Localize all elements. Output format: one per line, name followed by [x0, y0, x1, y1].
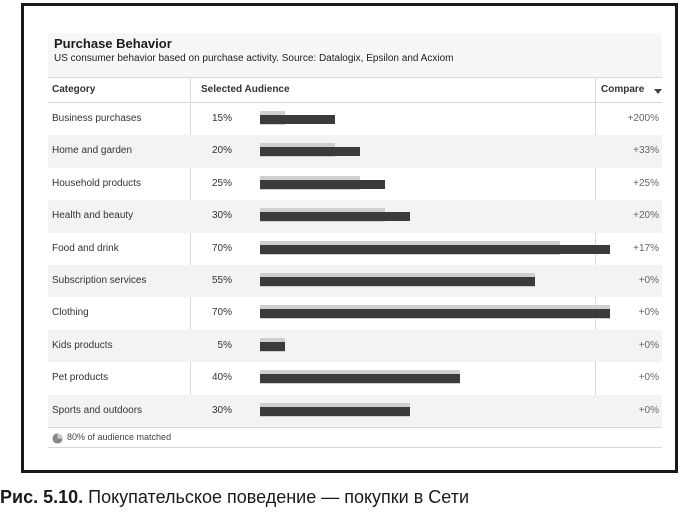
selected-audience-percent: 20% [211, 145, 232, 157]
compare-value: +33% [633, 145, 659, 157]
column-divider [190, 77, 191, 427]
table-row[interactable]: Business purchases 15% +200% [48, 103, 662, 135]
compare-value: +0% [638, 307, 659, 319]
selected-audience-percent: 70% [211, 242, 232, 254]
table-row[interactable]: Kids products 5% +0% [48, 329, 662, 363]
figure-caption: Рис. 5.10. Покупательское поведение — по… [0, 487, 695, 508]
category-label: Kids products [52, 339, 113, 351]
panel-header: Purchase Behavior US consumer behavior b… [48, 33, 662, 77]
category-label: Clothing [52, 307, 89, 319]
compare-value: +20% [633, 210, 659, 222]
compare-value: +17% [633, 242, 659, 254]
table-body: Business purchases 15% +200% Home and garde… [48, 103, 662, 427]
audience-matched-text: 80% of audience matched [67, 432, 172, 442]
table-row[interactable]: Clothing 70% +0% [48, 297, 662, 329]
column-header-selected-audience[interactable]: Selected Audience [201, 84, 290, 95]
selected-audience-percent: 15% [211, 113, 232, 124]
category-label: Food and drink [52, 242, 119, 254]
selected-audience-percent: 30% [211, 404, 232, 416]
figure-caption-text: Покупательское поведение — покупки в Сет… [88, 487, 470, 507]
category-label: Pet products [52, 372, 109, 384]
figure-number: Рис. 5.10. [0, 487, 84, 507]
selected-audience-bar [260, 341, 285, 351]
selected-audience-bar [260, 374, 460, 384]
selected-audience-bar [260, 212, 410, 222]
selected-audience-bar [260, 179, 385, 189]
compare-value: +0% [638, 372, 659, 384]
selected-audience-percent: 25% [211, 177, 232, 189]
selected-audience-percent: 30% [211, 210, 232, 222]
compare-value: +200% [627, 113, 659, 124]
category-label: Home and garden [52, 145, 133, 157]
selected-audience-bar [260, 276, 535, 286]
purchase-behavior-panel: Purchase Behavior US consumer behavior b… [48, 33, 662, 448]
column-header-compare[interactable]: Compare [601, 84, 645, 95]
compare-value: +25% [633, 177, 659, 189]
category-label: Household products [52, 177, 141, 189]
panel-title: Purchase Behavior [54, 36, 172, 51]
category-label: Sports and outdoors [52, 404, 143, 416]
selected-audience-bar [260, 115, 335, 124]
table-row[interactable]: Home and garden 20% +33% [48, 135, 662, 168]
sort-caret-icon[interactable] [654, 89, 662, 94]
table-row[interactable]: Health and beauty 30% +20% [48, 200, 662, 233]
selected-audience-bar [260, 244, 610, 254]
selected-audience-percent: 55% [211, 274, 232, 286]
selected-audience-percent: 70% [211, 307, 232, 319]
compare-value: +0% [638, 274, 659, 286]
table-row[interactable]: Sports and outdoors 30% +0% [48, 394, 662, 427]
table-row[interactable]: Subscription services 55% +0% [48, 264, 662, 298]
compare-value: +0% [638, 339, 659, 351]
panel-subtitle: US consumer behavior based on purchase a… [54, 53, 454, 64]
selected-audience-bar [260, 147, 360, 157]
compare-value: +0% [638, 404, 659, 416]
table-row[interactable]: Household products 25% +25% [48, 168, 662, 200]
selected-audience-percent: 40% [211, 372, 232, 384]
pie-chart-icon [52, 433, 63, 444]
screenshot-frame: Purchase Behavior US consumer behavior b… [21, 3, 678, 473]
selected-audience-percent: 5% [217, 339, 232, 351]
category-label: Business purchases [52, 113, 142, 124]
category-label: Health and beauty [52, 210, 134, 222]
table-header-row: Category Selected Audience Compare [48, 77, 662, 103]
category-label: Subscription services [52, 274, 147, 286]
table-row[interactable]: Pet products 40% +0% [48, 362, 662, 394]
selected-audience-bar [260, 309, 610, 319]
table-row[interactable]: Food and drink 70% +17% [48, 233, 662, 265]
panel-footer: 80% of audience matched [48, 427, 662, 448]
selected-audience-bar [260, 406, 410, 416]
column-header-category[interactable]: Category [52, 84, 96, 95]
